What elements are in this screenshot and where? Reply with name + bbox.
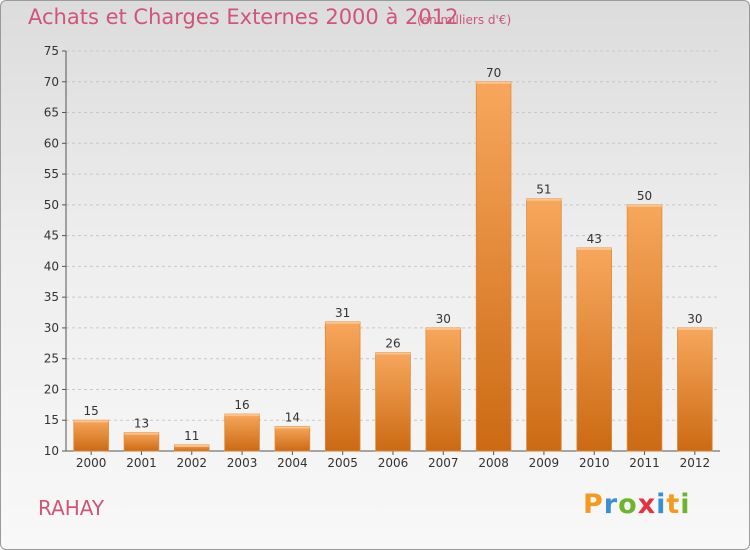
logo-letter: i (656, 489, 667, 520)
y-tick-label: 60 (44, 136, 59, 150)
bar-2008 (475, 81, 512, 452)
data-label-2008: 70 (486, 66, 501, 80)
x-tick-label-2007: 2007 (428, 456, 459, 470)
data-label-2002: 11 (184, 429, 199, 443)
logo-letter: t (666, 489, 681, 520)
bar-highlight (677, 327, 713, 330)
y-tick-label: 20 (44, 382, 59, 396)
data-label-2009: 51 (536, 183, 551, 197)
bar-highlight (526, 198, 562, 201)
data-label-2011: 50 (637, 189, 652, 203)
data-label-2000: 15 (84, 404, 99, 418)
y-tick-label: 40 (44, 259, 59, 273)
bar-2004 (274, 425, 311, 452)
data-label-2003: 16 (234, 398, 249, 412)
y-tick-label: 10 (44, 444, 59, 458)
logo-letter: r (603, 489, 619, 520)
x-tick-label-2003: 2003 (227, 456, 258, 470)
bar-highlight (375, 352, 411, 355)
x-tick-label-2011: 2011 (629, 456, 660, 470)
data-label-2004: 14 (285, 410, 300, 424)
bar-2010 (576, 247, 612, 452)
y-tick-label: 45 (44, 229, 59, 243)
bar-highlight (224, 414, 260, 417)
x-tick-label-2008: 2008 (478, 456, 509, 470)
x-tick-label-2002: 2002 (176, 456, 207, 470)
y-tick-label: 15 (44, 413, 59, 427)
data-label-2005: 31 (335, 306, 350, 320)
bar-2007 (425, 327, 462, 452)
data-label-2001: 13 (134, 417, 149, 431)
chart-title: Achats et Charges Externes 2000 à 2012 (28, 5, 459, 29)
logo-letter: P (583, 489, 604, 520)
bar-2012 (677, 327, 713, 452)
bar-highlight (275, 426, 310, 429)
bar-highlight (425, 327, 461, 330)
y-tick-label: 50 (44, 198, 59, 212)
proxiti-logo[interactable]: Proxiti (583, 489, 691, 520)
y-tick-label: 75 (44, 44, 59, 58)
y-tick-label: 70 (44, 75, 59, 89)
x-tick-label-2012: 2012 (680, 456, 711, 470)
bar-highlight (476, 81, 511, 84)
bar-highlight (174, 444, 210, 447)
bar-highlight (627, 204, 662, 207)
x-tick-label-2004: 2004 (277, 456, 308, 470)
data-label-2006: 26 (385, 337, 400, 351)
unit-label: (en milliers d'€) (417, 13, 512, 27)
bar-2006 (375, 352, 411, 452)
data-label-2010: 43 (587, 232, 602, 246)
y-tick-label: 65 (44, 106, 59, 120)
bar-highlight (73, 420, 109, 423)
axes: 10 15 20 25 30 35 40 45 50 55 60 65 70 75 2000 2001 2002… (44, 44, 720, 470)
y-tick-label: 35 (44, 290, 59, 304)
bar-2011 (626, 204, 663, 452)
bar-2001 (123, 432, 160, 452)
bar-2005 (324, 321, 361, 452)
bar-highlight (325, 321, 361, 324)
x-tick-label-2006: 2006 (378, 456, 409, 470)
x-tick-label-2005: 2005 (327, 456, 358, 470)
x-tick-label-2010: 2010 (579, 456, 610, 470)
data-label-2007: 30 (436, 312, 451, 326)
bar-highlight (576, 247, 612, 250)
commune-name: RAHAY (38, 496, 105, 520)
y-tick-label: 30 (44, 321, 59, 335)
x-tick-label-2000: 2000 (76, 456, 107, 470)
bars: 15 13 11 16 14 31 26 30 70 51 43 50 30 (73, 66, 713, 452)
y-tick-label: 25 (44, 352, 59, 366)
logo-letter: x (637, 489, 657, 520)
logo-letter: o (618, 489, 638, 520)
x-tick-label-2001: 2001 (126, 456, 157, 470)
data-label-2012: 30 (687, 312, 702, 326)
logo-letter: i (680, 489, 691, 520)
x-tick-label-2009: 2009 (529, 456, 560, 470)
bar-2003 (224, 413, 260, 452)
y-tick-label: 55 (44, 167, 59, 181)
bar-2000 (73, 419, 109, 452)
bar-highlight (124, 432, 159, 435)
bar-2009 (526, 198, 562, 452)
